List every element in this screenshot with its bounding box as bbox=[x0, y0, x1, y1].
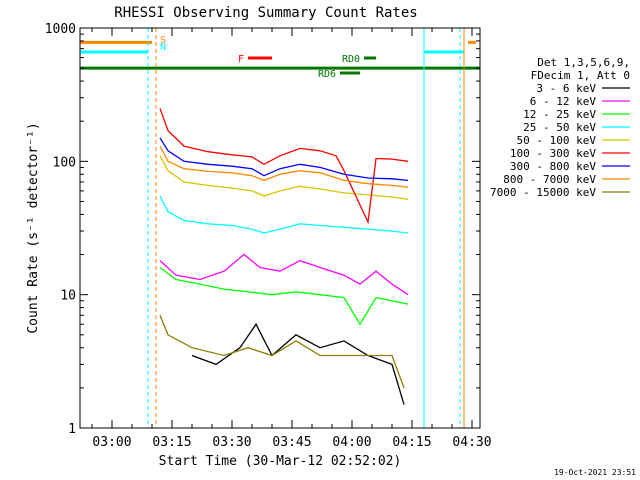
legend-header-1: FDecim 1, Att 0 bbox=[531, 69, 630, 82]
legend: Det 1,3,5,6,9,FDecim 1, Att 03 - 6 keV6 … bbox=[490, 56, 630, 199]
x-tick-label-03-15: 03:15 bbox=[152, 435, 191, 450]
x-tick-label-03-00: 03:00 bbox=[92, 435, 131, 450]
series-line-300-800-kev bbox=[159, 137, 409, 182]
annotation-f: F bbox=[238, 54, 244, 65]
legend-label-800-7000-kev: 800 - 7000 keV bbox=[503, 173, 596, 186]
y-tick-label-100: 100 bbox=[53, 155, 76, 170]
y-tick-label-10: 10 bbox=[60, 289, 76, 304]
footer-date: 19-Oct-2021 23:51 bbox=[554, 468, 636, 477]
series-line-7000-15000-kev bbox=[159, 315, 405, 389]
annotation-rd0: RD0 bbox=[342, 54, 360, 65]
x-tick-label-04-15: 04:15 bbox=[392, 435, 431, 450]
x-tick-label-03-45: 03:45 bbox=[272, 435, 311, 450]
series-line-12-25-kev bbox=[159, 266, 409, 326]
legend-label-3-6-kev: 3 - 6 keV bbox=[536, 82, 596, 95]
legend-label-7000-15000-kev: 7000 - 15000 keV bbox=[490, 186, 596, 199]
annotation-rd6: RD6 bbox=[318, 69, 336, 80]
series-line-25-50-kev bbox=[159, 195, 409, 234]
legend-label-50-100-kev: 50 - 100 keV bbox=[517, 134, 597, 147]
chart-title: RHESSI Observing Summary Count Rates bbox=[114, 5, 417, 21]
series-line-6-12-kev bbox=[159, 253, 409, 296]
plot-frame bbox=[79, 27, 481, 429]
legend-header-0: Det 1,3,5,6,9, bbox=[537, 56, 630, 69]
y-axis-label: Count Rate (s⁻¹ detector⁻¹) bbox=[26, 122, 41, 333]
x-tick-label-03-30: 03:30 bbox=[212, 435, 251, 450]
annotation-s: S bbox=[160, 35, 166, 46]
x-tick-label-04-00: 04:00 bbox=[332, 435, 371, 450]
series-line-800-7000-kev bbox=[159, 145, 409, 188]
legend-label-25-50-kev: 25 - 50 keV bbox=[523, 121, 596, 134]
series-line-50-100-kev bbox=[159, 155, 409, 200]
legend-label-12-25-kev: 12 - 25 keV bbox=[523, 108, 596, 121]
legend-label-100-300-kev: 100 - 300 keV bbox=[510, 147, 596, 160]
y-tick-label-1: 1 bbox=[68, 422, 76, 437]
series-line-3-6-kev bbox=[191, 322, 405, 405]
series-line-100-300-kev bbox=[159, 108, 409, 225]
y-tick-label-1000: 1000 bbox=[45, 22, 76, 37]
legend-label-300-800-kev: 300 - 800 keV bbox=[510, 160, 596, 173]
x-axis-label: Start Time (30-Mar-12 02:52:02) bbox=[159, 454, 402, 469]
legend-label-6-12-kev: 6 - 12 keV bbox=[530, 95, 597, 108]
x-tick-label-04-30: 04:30 bbox=[452, 435, 491, 450]
annotation-n: N bbox=[160, 42, 166, 53]
